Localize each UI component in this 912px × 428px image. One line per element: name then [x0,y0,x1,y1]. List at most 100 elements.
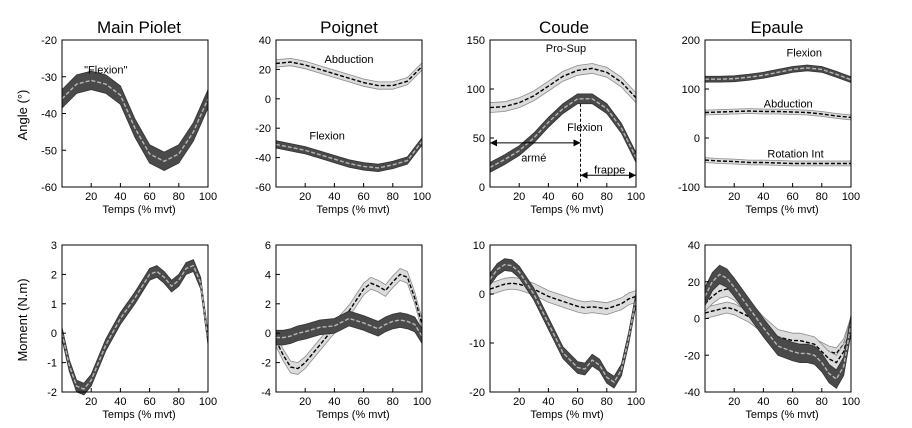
y-tick-label: 4 [265,269,271,281]
y-tick-label: 0 [694,314,700,326]
y-tick-label: -20 [684,350,700,362]
y-tick-label: -2 [261,358,271,370]
y-tick-label: 10 [473,240,485,252]
x-tick-label: 40 [328,396,340,408]
series-line-5-0 [275,273,423,370]
y-tick-label: 0 [51,328,57,340]
y-tick-label: -20 [255,123,271,135]
y-tick-label: -40 [41,109,57,121]
y-tick-label: 0 [479,289,485,301]
x-tick-label: 100 [199,191,217,203]
series-band-1-1 [275,136,423,173]
series-band-4-0 [61,259,209,396]
series-line-4-0 [61,264,209,390]
title-poignet: Poignet [320,18,378,37]
x-axis-label: Temps (% mvt) [102,204,175,216]
x-tick-label: 60 [143,191,155,203]
series-band-5-1 [275,310,423,346]
y-tick-label: -4 [261,387,271,399]
x-tick-label: 60 [571,191,583,203]
series-annotation: Flexion [309,131,344,143]
x-tick-label: 80 [173,396,185,408]
x-axis-label: Temps (% mvt) [745,204,818,216]
row-label-angle: Angle (°) [15,90,30,141]
x-tick-label: 40 [542,396,554,408]
y-tick-label: -20 [41,35,57,47]
x-tick-label: 100 [199,396,217,408]
row-label-moment: Moment (N.m) [15,278,30,361]
y-tick-label: -1 [47,358,57,370]
x-tick-label: 80 [816,191,828,203]
x-tick-label: 40 [114,191,126,203]
x-tick-label: 60 [357,191,369,203]
x-tick-label: 20 [85,191,97,203]
y-tick-label: -40 [684,387,700,399]
plot-frame-6 [489,244,637,393]
y-tick-label: 0 [479,182,485,194]
x-tick-label: 100 [842,396,860,408]
y-tick-label: 40 [259,35,271,47]
panel-0: -60 -50 -40 -30 -20 20 40 60 80 100 Temps (% mvt) "… [41,35,217,216]
y-tick-label: 2 [265,299,271,311]
series-band-0-0 [61,70,209,171]
x-tick-label: 60 [786,396,798,408]
y-tick-label: -10 [469,338,485,350]
series-band-7-1 [704,281,852,371]
x-tick-label: 60 [357,396,369,408]
x-tick-label: 20 [513,191,525,203]
series-line-3-2 [704,159,851,165]
series-band-7-2 [704,264,852,389]
x-tick-label: 80 [173,191,185,203]
plot-frame-4 [61,244,209,393]
panel-2: 0 50 100 150 20 40 60 80 100 Temps (% mvt) Pro-Sup… [467,35,646,216]
series-line-2-1 [489,98,637,169]
x-axis-label: Temps (% mvt) [530,204,603,216]
series-line-5-1 [276,317,423,339]
title-main-piolet: Main Piolet [97,18,181,37]
plot-frame-3 [704,39,852,188]
x-tick-label: 40 [328,191,340,203]
x-axis-label: Temps (% mvt) [102,409,175,421]
title-coude: Coude [539,18,589,37]
x-tick-label: 20 [513,396,525,408]
y-tick-label: -20 [469,387,485,399]
title-epaule: Epaule [751,18,804,37]
y-tick-label: 100 [467,84,485,96]
panel-5: -4 -2 0 2 4 6 20 40 60 80 100 Temps (% mvt) [261,240,431,421]
y-tick-label: 1 [51,299,57,311]
y-tick-label: 20 [259,64,271,76]
x-tick-label: 20 [728,396,740,408]
x-tick-label: 100 [413,191,431,203]
x-tick-label: 80 [387,191,399,203]
x-tick-label: 60 [143,396,155,408]
y-tick-label: 100 [682,84,700,96]
x-tick-label: 80 [601,396,613,408]
x-axis-label: Temps (% mvt) [316,409,389,421]
series-line-3-1 [704,110,852,119]
y-tick-label: 2 [51,269,57,281]
plot-frame-1 [275,39,423,188]
y-tick-label: 200 [682,35,700,47]
x-tick-label: 20 [85,396,97,408]
panel-7: -40 -20 0 20 40 20 40 60 80 100 Temps (% mvt) [684,240,860,421]
y-tick-label: -2 [47,387,57,399]
plot-frame-0 [61,39,209,188]
series-line-6-1 [489,263,637,384]
arrow-head [580,171,588,179]
x-tick-label: 40 [757,191,769,203]
x-axis-label: Temps (% mvt) [530,409,603,421]
series-line-7-1 [704,288,852,364]
y-tick-label: -100 [678,182,700,194]
y-tick-label: 0 [265,94,271,106]
y-tick-label: -50 [41,145,57,157]
x-tick-label: 40 [542,191,554,203]
y-tick-label: 0 [265,328,271,340]
series-annotation: Flexion [787,47,822,59]
y-tick-label: 50 [473,133,485,145]
series-band-3-0 [704,64,852,84]
panel-4: -2 -1 0 1 2 3 20 40 60 80 100 Temps (% mvt) [47,240,217,421]
y-tick-label: 40 [688,240,700,252]
y-tick-label: -30 [41,72,57,84]
arrow-head [573,139,581,147]
